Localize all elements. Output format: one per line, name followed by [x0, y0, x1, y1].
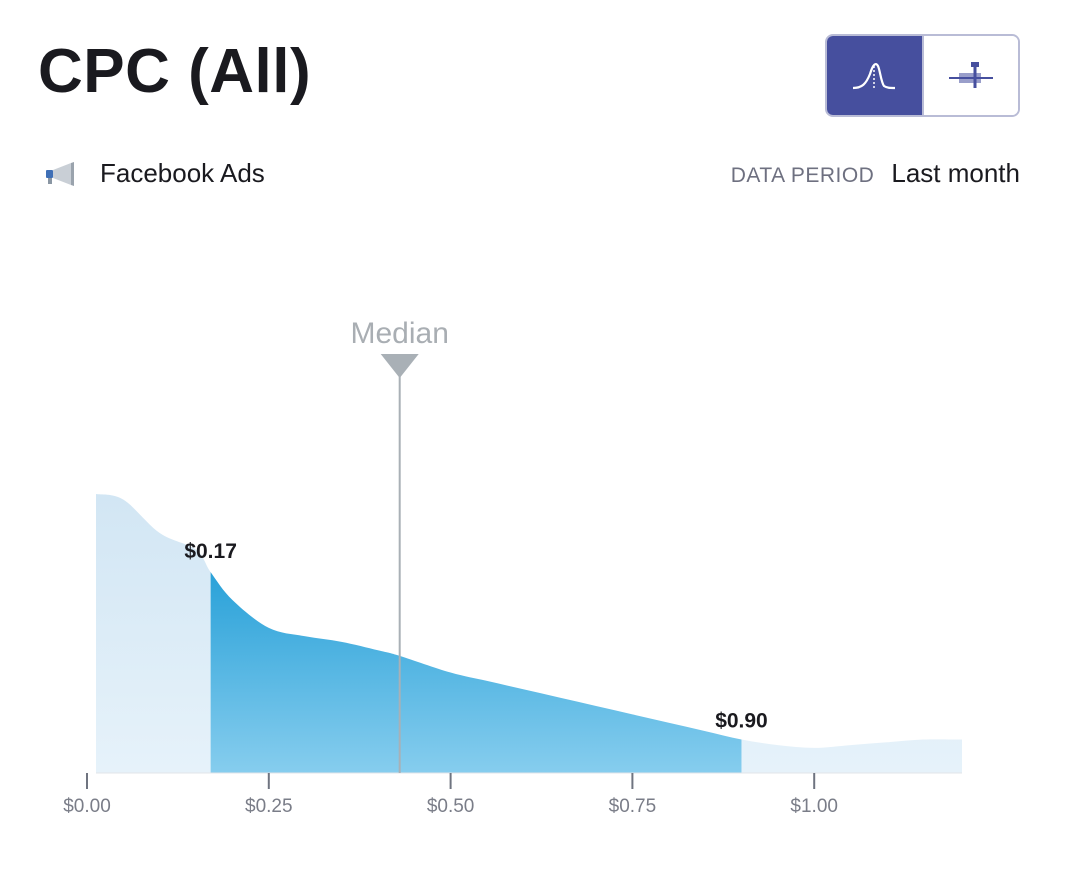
x-axis-ticks: $0.00 $0.25 $0.50 $0.75 $1.00: [63, 773, 838, 817]
x-tick-label: $0.25: [245, 796, 293, 817]
median-label: Median: [350, 317, 448, 350]
x-tick-label: $0.50: [427, 796, 475, 817]
view-toggle: [825, 34, 1020, 117]
data-period-value[interactable]: Last month: [891, 158, 1020, 188]
range-bar-icon: [948, 61, 993, 88]
megaphone-icon: [46, 161, 74, 186]
distribution-curve-icon: [853, 62, 896, 89]
band-low-label: $0.17: [184, 540, 237, 563]
upper-tail-area: [741, 739, 962, 773]
data-period-label: DATA PERIOD: [730, 164, 875, 187]
interquartile-band-area: [210, 572, 742, 773]
data-period: DATA PERIOD Last month: [731, 158, 1020, 189]
median-marker-icon: [380, 354, 419, 378]
distribution-view-button[interactable]: [827, 36, 922, 115]
x-tick-label: $0.75: [609, 796, 657, 817]
x-tick-label: $0.00: [63, 796, 111, 817]
page-title: CPC (All): [38, 37, 312, 106]
data-source: Facebook Ads: [44, 158, 265, 189]
band-high-label: $0.90: [715, 710, 768, 733]
x-tick-label: $1.00: [790, 796, 838, 817]
range-view-button[interactable]: [921, 36, 1018, 115]
source-label: Facebook Ads: [100, 158, 265, 188]
lower-tail-area: [96, 494, 211, 773]
